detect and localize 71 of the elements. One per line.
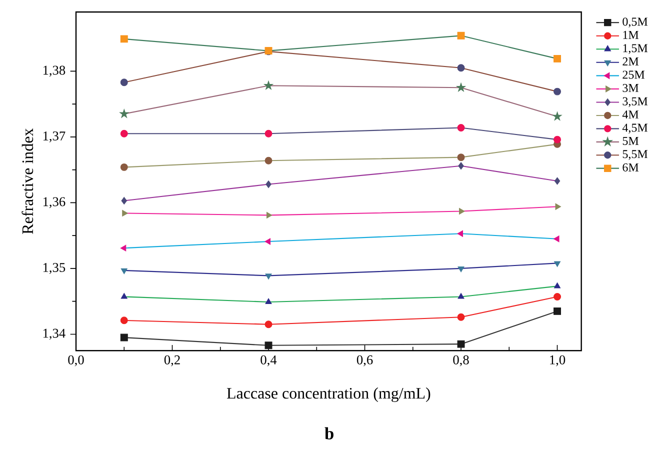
point [554,282,561,288]
point [264,238,271,245]
point [554,292,562,300]
legend-label: 0,5M [622,18,648,28]
point [456,82,466,92]
legend-label: 3M [622,84,639,92]
y-tick-label: 1,38 [43,66,66,77]
point [264,320,272,328]
point [265,298,272,304]
point [554,136,562,144]
legend-label: 25M [622,70,645,79]
legend-label: 4,5M [622,124,648,134]
x-tick-label: 0,0 [68,355,84,366]
point [457,64,465,72]
x-tick-label: 0,4 [260,355,277,366]
point [120,78,128,86]
point [458,266,464,272]
point [120,268,128,274]
point [120,35,128,43]
point [120,244,126,252]
legend-label: 6M [622,163,639,172]
legend-label: 1,5M [623,44,648,54]
x-tick-label: 0,2 [164,355,180,366]
point [457,313,465,321]
point [120,130,128,138]
point [120,316,128,324]
point [265,274,272,280]
x-tick-label: 0,8 [453,355,469,366]
point [122,210,128,216]
y-axis-title: Refractive index [22,128,34,234]
point [266,212,272,218]
legend-label: 5M [622,136,639,145]
legend-label: 2M [622,57,639,66]
point [552,112,562,120]
point [457,32,465,40]
point [458,292,464,299]
point [554,261,561,267]
legend-label: 5,5M [622,150,648,160]
point [457,154,465,162]
point [457,230,464,237]
y-tick-label: 1,34 [43,328,66,340]
point [120,334,128,342]
point [120,292,128,299]
x-axis-title: Laccase concentration (mg/mL) [226,387,430,402]
point [264,80,274,90]
point [555,203,562,210]
point [266,180,272,188]
point [554,177,560,185]
point [121,196,128,204]
point [120,163,128,171]
legend-label: 1M [623,30,639,39]
point [264,342,272,350]
y-tick-label: 1,36 [43,197,66,208]
x-tick-label: 0,6 [356,355,373,366]
point [264,156,272,164]
legend-label: 4M [622,110,639,118]
x-tick-label: 1,0 [550,355,566,366]
point [458,162,464,170]
point [264,130,272,138]
y-tick-label: 1,35 [43,263,66,274]
y-tick-label: 1,37 [43,132,66,142]
point [554,236,560,242]
point [457,340,465,348]
legend-label: 3,5M [622,97,648,108]
point [554,88,562,96]
point [120,109,129,118]
text: b [324,427,334,440]
point [554,307,562,315]
point [457,124,465,132]
point [554,54,562,62]
point [459,208,465,215]
